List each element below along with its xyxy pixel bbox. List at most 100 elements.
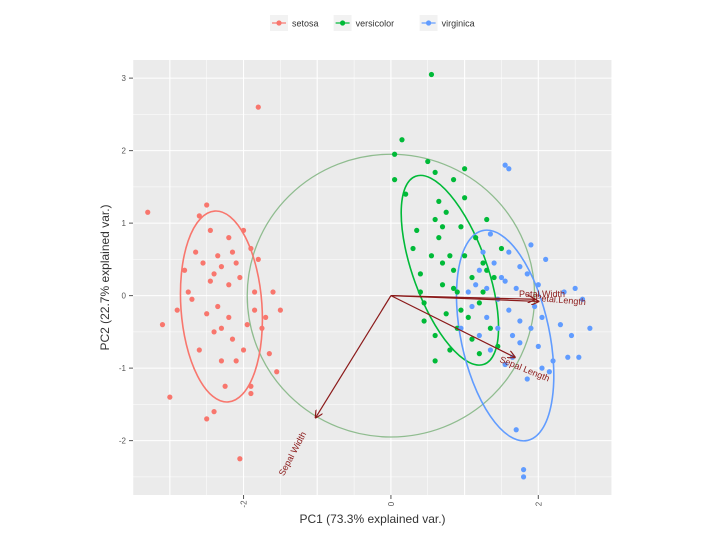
point-setosa — [266, 351, 272, 357]
y-tick-label: 0 — [122, 292, 127, 301]
point-virginica — [557, 322, 564, 328]
point-setosa — [218, 264, 225, 270]
ellipse-setosa — [179, 210, 264, 403]
point-setosa — [211, 409, 217, 415]
point-virginica — [506, 249, 512, 255]
point-versicolor — [458, 307, 464, 313]
point-versicolor — [436, 235, 442, 241]
point-setosa — [237, 456, 243, 462]
point-versicolor — [439, 224, 446, 230]
point-versicolor — [432, 216, 438, 223]
point-setosa — [159, 322, 166, 328]
point-virginica — [487, 347, 494, 353]
point-versicolor — [428, 71, 435, 78]
point-virginica — [498, 274, 505, 281]
point-virginica — [517, 340, 523, 346]
point-virginica — [561, 289, 567, 295]
point-versicolor — [462, 253, 468, 259]
point-virginica — [532, 303, 538, 310]
legend-point — [426, 20, 432, 26]
point-setosa — [215, 303, 221, 310]
plot-panel — [133, 60, 612, 495]
point-versicolor — [498, 245, 505, 252]
point-versicolor — [491, 274, 497, 281]
point-versicolor — [469, 336, 475, 342]
point-setosa — [211, 271, 217, 277]
point-virginica — [506, 307, 512, 313]
point-setosa — [248, 383, 254, 389]
y-tick-label: 2 — [122, 147, 127, 156]
point-virginica — [517, 318, 523, 324]
point-virginica — [506, 166, 512, 172]
point-versicolor — [450, 285, 457, 291]
point-virginica — [535, 282, 541, 288]
point-setosa — [218, 358, 225, 364]
legend-point — [340, 20, 346, 26]
point-setosa — [204, 202, 210, 208]
y-tick-label: -1 — [119, 364, 127, 373]
point-setosa — [251, 289, 258, 295]
point-versicolor — [447, 253, 453, 259]
point-versicolor — [417, 289, 423, 295]
point-setosa — [174, 307, 180, 313]
point-setosa — [211, 329, 217, 335]
point-setosa — [274, 369, 280, 375]
point-versicolor — [473, 235, 479, 241]
point-setosa — [226, 282, 232, 288]
point-versicolor — [432, 332, 438, 339]
point-virginica — [495, 325, 501, 331]
point-virginica — [465, 289, 471, 295]
point-virginica — [513, 427, 519, 433]
point-virginica — [572, 285, 578, 291]
point-versicolor — [462, 195, 468, 201]
point-versicolor — [469, 274, 475, 281]
point-virginica — [487, 231, 494, 237]
loading-arrow — [390, 295, 515, 358]
point-setosa — [185, 289, 191, 295]
point-virginica — [535, 343, 541, 349]
point-versicolor — [476, 351, 482, 357]
point-setosa — [204, 311, 210, 317]
point-versicolor — [432, 358, 438, 364]
x-axis-title: PC1 (73.3% explained var.) — [299, 512, 445, 526]
point-virginica — [502, 278, 508, 284]
point-setosa — [248, 390, 254, 397]
point-versicolor — [421, 318, 427, 324]
point-setosa — [237, 274, 243, 281]
point-virginica — [539, 314, 545, 320]
y-tick-label: 1 — [122, 219, 127, 228]
point-virginica — [587, 325, 593, 331]
point-virginica — [565, 354, 571, 360]
point-setosa — [189, 296, 195, 302]
point-versicolor — [417, 271, 423, 277]
loading-arrow — [390, 295, 538, 302]
point-versicolor — [392, 177, 398, 183]
point-setosa — [196, 213, 202, 219]
point-virginica — [484, 314, 490, 320]
point-virginica — [517, 264, 523, 270]
loading-label: Petal.Length — [535, 293, 586, 307]
point-setosa — [251, 307, 258, 313]
point-versicolor — [484, 216, 490, 223]
point-setosa — [244, 322, 250, 328]
loading-label: Petal.Width — [519, 289, 565, 299]
point-virginica — [502, 361, 508, 368]
point-setosa — [240, 227, 247, 233]
legend-label: virginica — [442, 19, 475, 29]
point-setosa — [207, 227, 213, 233]
point-versicolor — [443, 209, 449, 215]
point-virginica — [502, 162, 508, 168]
legend-item-setosa: setosa — [270, 15, 319, 31]
point-virginica — [473, 282, 479, 288]
point-versicolor — [421, 300, 427, 306]
point-setosa — [255, 104, 261, 110]
point-virginica — [480, 249, 486, 255]
point-versicolor — [450, 267, 457, 273]
point-virginica — [491, 260, 497, 266]
point-versicolor — [439, 260, 446, 266]
point-setosa — [193, 249, 199, 255]
point-versicolor — [425, 158, 431, 165]
point-virginica — [576, 354, 582, 360]
point-versicolor — [458, 224, 464, 230]
